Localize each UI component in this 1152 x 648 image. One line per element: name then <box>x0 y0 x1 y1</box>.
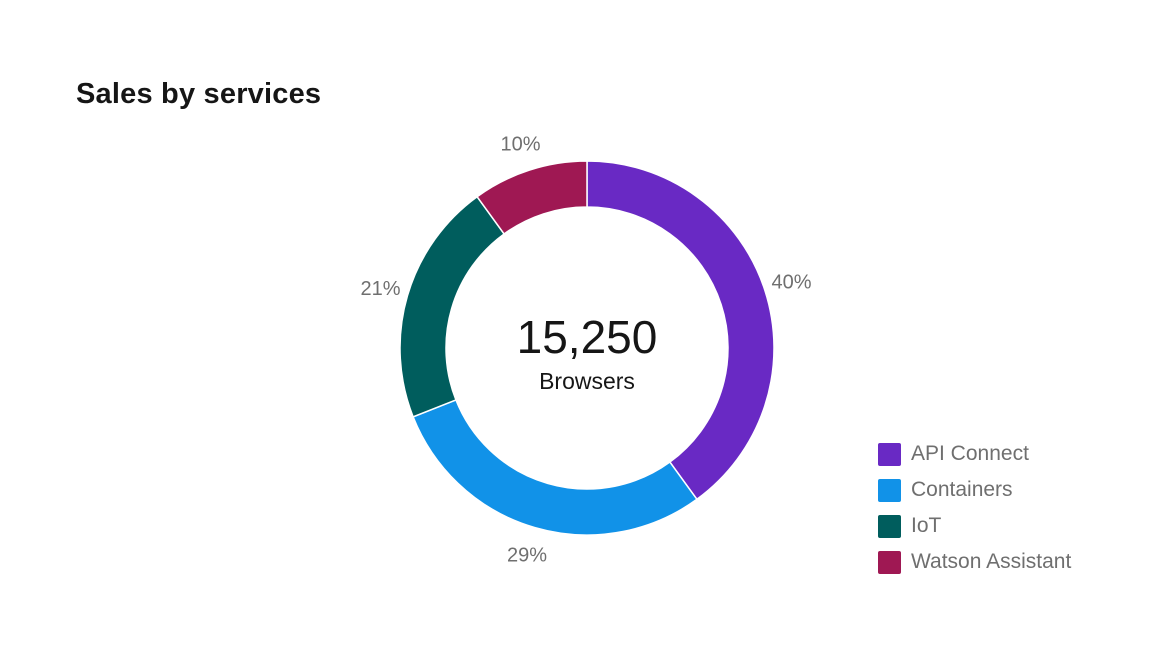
legend-item-iot[interactable]: IoT <box>878 508 1071 544</box>
legend-swatch <box>878 514 901 538</box>
slice-iot[interactable] <box>399 195 506 418</box>
slice-label-iot: 21% <box>361 278 401 300</box>
legend-swatch <box>878 550 901 574</box>
legend-label: Containers <box>911 478 1013 501</box>
legend-label: Watson Assistant <box>911 550 1072 573</box>
legend-label: API Connect <box>911 442 1029 465</box>
legend-item-containers[interactable]: Containers <box>878 472 1071 508</box>
legend-swatch <box>878 442 901 466</box>
slice-labels: 40% 29% 21% 10% <box>361 134 812 567</box>
center-total-value: 15,250 <box>517 311 658 363</box>
chart-legend: API Connect Containers IoT Watson Assist… <box>878 436 1071 580</box>
chart-title: Sales by services <box>76 78 322 110</box>
legend-item-watson-assistant[interactable]: Watson Assistant <box>878 544 1071 580</box>
slice-label-api-connect: 40% <box>771 272 811 294</box>
slice-api-connect[interactable] <box>586 160 775 501</box>
legend-item-api-connect[interactable]: API Connect <box>878 436 1071 472</box>
slice-containers[interactable] <box>412 398 698 536</box>
slice-label-containers: 29% <box>507 544 547 566</box>
center-caption: Browsers <box>539 368 635 394</box>
legend-swatch <box>878 478 901 502</box>
slice-watson-assistant[interactable] <box>476 160 588 235</box>
donut-slices <box>399 160 775 536</box>
legend-label: IoT <box>911 514 942 537</box>
slice-label-watson-assistant: 10% <box>501 134 541 156</box>
